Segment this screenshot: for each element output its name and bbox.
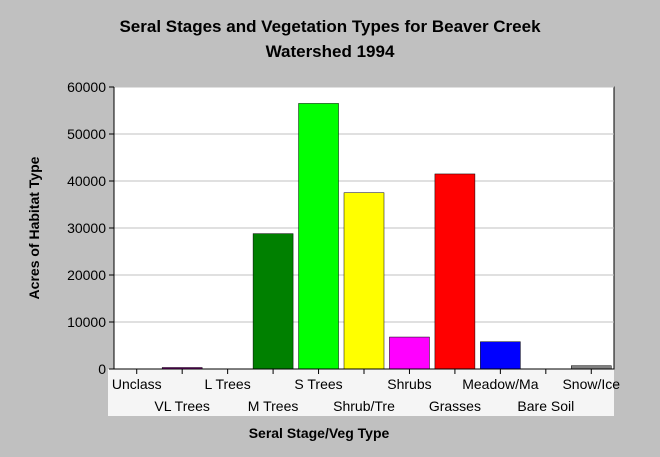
x-tick-label: Meadow/Ma — [462, 376, 538, 392]
x-tick-label: Bare Soil — [517, 398, 574, 414]
y-tick-label: 60000 — [67, 79, 106, 95]
plot-floor — [108, 369, 614, 416]
x-axis-ticks: Unclass VL Trees L Trees M Trees S Trees Shru… — [112, 369, 620, 414]
y-tick-label: 0 — [98, 361, 106, 377]
y-axis-label: Acres of Habitat Type — [26, 156, 42, 299]
x-tick-label: S Trees — [294, 376, 342, 392]
x-tick-label: Shrubs — [387, 376, 431, 392]
x-axis-label: Seral Stage/Veg Type — [249, 425, 390, 441]
y-tick-label: 50000 — [67, 126, 106, 142]
bar — [480, 341, 521, 370]
chart-title-line-1: Seral Stages and Vegetation Types for Be… — [119, 17, 541, 36]
bar — [434, 173, 476, 370]
y-tick-label: 20000 — [67, 267, 106, 283]
x-tick-label: M Trees — [248, 398, 299, 414]
bar — [252, 233, 294, 370]
y-tick-label: 40000 — [67, 173, 106, 189]
x-tick-label: VL Trees — [154, 398, 210, 414]
y-axis-ticks: 0 10000 20000 30000 40000 50000 60000 — [67, 79, 114, 377]
x-tick-label: Unclass — [112, 376, 162, 392]
x-tick-label: Snow/Ice — [562, 376, 620, 392]
bar — [343, 192, 385, 370]
y-tick-label: 10000 — [67, 314, 106, 330]
x-tick-label: L Trees — [205, 376, 251, 392]
bar — [389, 336, 430, 370]
bar — [298, 103, 339, 370]
chart-title-line-2: Watershed 1994 — [266, 42, 395, 61]
x-tick-label: Grasses — [429, 398, 481, 414]
bars-group — [161, 103, 612, 370]
y-tick-label: 30000 — [67, 220, 106, 236]
x-tick-label: Shrub/Tre — [333, 398, 395, 414]
